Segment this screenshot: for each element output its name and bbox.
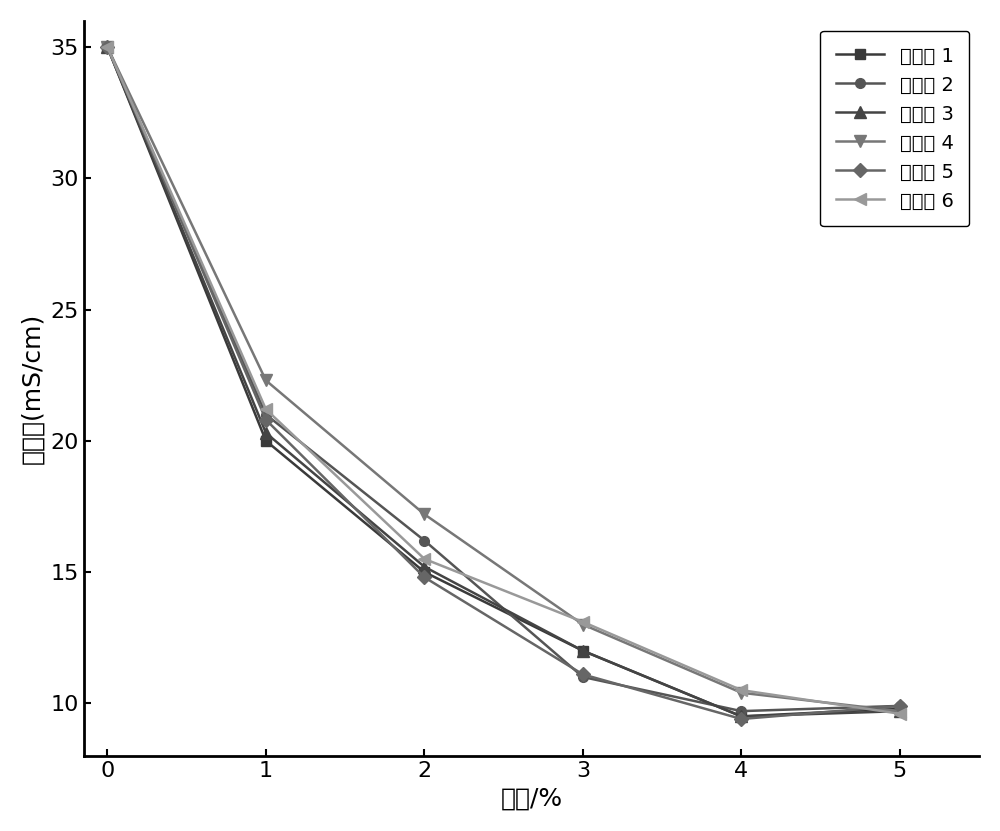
实施例 1 — [577, 646, 589, 656]
实施例 2 — [101, 42, 113, 52]
Line: 实施例 4: 实施例 4 — [102, 42, 905, 716]
实施例 3 — [101, 42, 113, 52]
实施例 4 — [418, 509, 430, 519]
实施例 4 — [577, 620, 589, 630]
实施例 6 — [735, 685, 747, 695]
实施例 2 — [260, 410, 272, 420]
Line: 实施例 3: 实施例 3 — [102, 42, 905, 722]
实施例 5 — [260, 415, 272, 425]
实施例 2 — [735, 706, 747, 716]
实施例 5 — [894, 701, 906, 711]
实施例 6 — [260, 405, 272, 415]
实施例 4 — [101, 42, 113, 52]
实施例 5 — [735, 714, 747, 724]
实施例 1 — [894, 704, 906, 714]
实施例 2 — [577, 672, 589, 682]
实施例 5 — [101, 42, 113, 52]
Line: 实施例 1: 实施例 1 — [103, 42, 905, 721]
实施例 1 — [418, 567, 430, 577]
实施例 5 — [418, 573, 430, 583]
实施例 5 — [577, 670, 589, 680]
实施例 3 — [894, 706, 906, 716]
实施例 1 — [260, 435, 272, 445]
实施例 4 — [735, 688, 747, 698]
Y-axis label: 电导率(mS/cm): 电导率(mS/cm) — [21, 312, 45, 464]
实施例 3 — [735, 711, 747, 721]
实施例 6 — [894, 709, 906, 719]
实施例 4 — [894, 706, 906, 716]
实施例 3 — [577, 646, 589, 656]
实施例 4 — [260, 376, 272, 386]
实施例 6 — [577, 617, 589, 627]
X-axis label: 掺量/%: 掺量/% — [500, 786, 562, 810]
实施例 1 — [735, 711, 747, 721]
实施例 3 — [418, 562, 430, 572]
实施例 1 — [101, 42, 113, 52]
Line: 实施例 5: 实施例 5 — [103, 42, 905, 724]
实施例 2 — [418, 535, 430, 545]
实施例 2 — [894, 701, 906, 711]
Legend: 实施例 1, 实施例 2, 实施例 3, 实施例 4, 实施例 5, 实施例 6: 实施例 1, 实施例 2, 实施例 3, 实施例 4, 实施例 5, 实施例 6 — [820, 31, 969, 226]
实施例 3 — [260, 428, 272, 438]
实施例 6 — [418, 554, 430, 564]
实施例 6 — [101, 42, 113, 52]
Line: 实施例 6: 实施例 6 — [101, 41, 906, 720]
Line: 实施例 2: 实施例 2 — [103, 42, 905, 716]
